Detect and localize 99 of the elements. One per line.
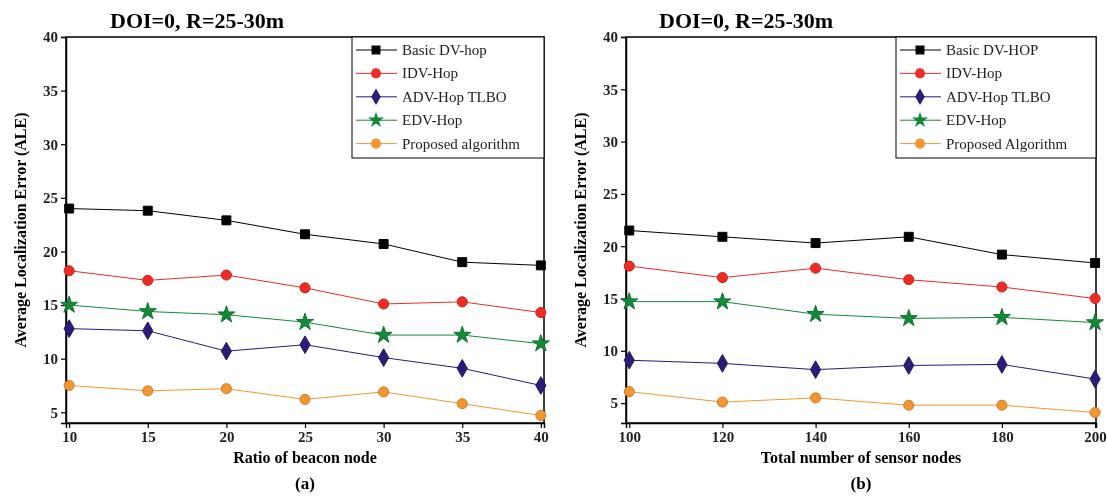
chart-title: DOI=0, R=25-30m [659,8,834,33]
point [1089,407,1101,419]
point [453,325,472,343]
point [810,238,821,249]
point [810,392,822,404]
x-tick-label: 200 [1084,428,1107,445]
y-tick-label: 5 [50,404,58,421]
point [1089,292,1101,305]
y-tick-label: 15 [603,290,618,307]
x-axis-title: Ratio of beacon node [233,449,377,466]
y-tick-label: 30 [603,133,618,150]
point [535,260,546,271]
x-axis-title: Total number of sensor nodes [760,449,962,466]
x-tick-label: 140 [804,428,828,445]
y-tick-label: 35 [603,81,618,98]
point [903,274,915,286]
x-tick-label: 30 [376,428,392,445]
x-tick-label: 180 [991,428,1014,445]
legend-label: IDV-Hop [402,65,459,82]
point [299,393,311,405]
x-tick-label: 35 [455,428,471,445]
point [217,305,236,323]
x-tick-label: 160 [898,428,921,445]
point [996,281,1008,293]
point [899,308,918,327]
point [531,334,550,352]
x-tick-label: 25 [298,428,313,445]
point [142,205,153,216]
point [903,399,915,411]
point [457,257,468,268]
y-tick-label: 40 [43,29,58,46]
y-tick-label: 20 [603,238,618,255]
y-tick-label: 10 [603,343,618,360]
text: (a) [295,474,315,493]
point [620,292,639,310]
y-tick-label: 15 [43,297,58,314]
point [221,215,232,226]
point [378,386,390,398]
legend-label: ADV-Hop TLBO [402,88,507,105]
point [220,269,232,281]
y-tick-label: 5 [610,395,618,412]
point [535,409,547,422]
point [374,325,393,343]
point [60,295,79,313]
x-tick-label: 15 [140,428,156,445]
legend-label: Proposed Algorithm [946,135,1068,152]
point [63,265,75,277]
legend-label: EDV-Hop [946,112,1007,129]
legend-label: EDV-Hop [402,112,463,129]
point [456,398,468,410]
point [142,385,154,397]
y-tick-label: 35 [43,82,58,99]
legend-label: Proposed algorithm [402,135,521,152]
y-tick-label: 10 [43,350,58,367]
y-tick-label: 25 [43,190,58,207]
point [1086,313,1105,331]
point [903,231,914,242]
y-axis-title: Average Localization Error (ALE) [12,112,30,348]
x-tick-label: 10 [62,428,78,445]
legend-label: Basic DV-hop [402,42,487,58]
point [1090,257,1101,268]
point [996,399,1008,411]
text: (b) [850,474,872,493]
point [295,312,315,330]
legend-label: IDV-Hop [946,65,1003,82]
point [996,249,1007,260]
point [810,262,822,274]
point [992,307,1011,326]
point [623,386,635,398]
point [624,225,635,236]
point [378,298,390,310]
chart-title: DOI=0, R=25-30m [110,8,285,33]
point [717,231,728,242]
y-tick-label: 40 [603,29,618,46]
y-tick-label: 20 [43,243,58,260]
y-tick-label: 25 [603,186,618,203]
point [535,307,547,319]
point [806,304,825,322]
point [138,302,157,320]
x-tick-label: 20 [219,428,235,445]
point [300,229,310,240]
point [378,238,389,249]
x-tick-label: 120 [711,428,735,445]
y-tick-label: 30 [43,136,58,153]
point [142,274,154,286]
x-tick-label: 100 [618,428,642,445]
point [716,272,728,284]
legend-label: ADV-Hop TLBO [946,88,1051,105]
point [623,260,635,272]
point [220,383,232,395]
legend-label: Basic DV-HOP [946,42,1039,58]
y-axis-title: Average Localization Error (ALE) [572,112,590,348]
point [716,396,728,408]
point [299,282,311,294]
point [64,203,75,214]
point [63,379,75,392]
point [456,296,468,308]
x-tick-label: 40 [533,428,549,445]
point [713,292,732,310]
